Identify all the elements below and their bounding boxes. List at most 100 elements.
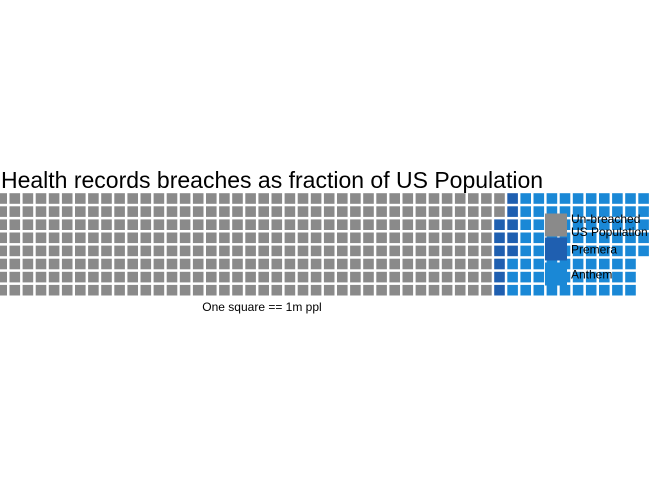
waffle-square — [114, 232, 125, 244]
waffle-square — [481, 271, 492, 283]
waffle-square — [507, 258, 518, 270]
legend-label: Anthem — [571, 267, 612, 281]
waffle-square — [572, 232, 584, 244]
waffle-square — [376, 193, 387, 204]
waffle-square — [114, 206, 125, 217]
waffle-square — [468, 271, 479, 283]
waffle-square — [127, 245, 138, 257]
waffle-square — [363, 232, 374, 244]
waffle-square — [441, 219, 453, 230]
waffle-square — [612, 206, 623, 217]
waffle-square — [271, 258, 283, 270]
waffle-square — [389, 193, 400, 204]
waffle-squares — [0, 193, 649, 296]
waffle-square — [245, 193, 256, 204]
waffle-square — [376, 206, 387, 217]
legend-label: US Population — [571, 225, 648, 239]
waffle-square — [323, 245, 335, 257]
waffle-square — [75, 219, 86, 230]
waffle-square — [22, 284, 34, 296]
legend-item: Anthem — [545, 262, 612, 286]
waffle-square — [61, 271, 73, 283]
waffle-square — [402, 232, 414, 244]
waffle-square — [612, 232, 623, 244]
waffle-square — [127, 219, 138, 230]
waffle-square — [389, 245, 400, 257]
waffle-square — [258, 258, 269, 270]
waffle-square — [494, 271, 505, 283]
waffle-square — [454, 258, 466, 270]
waffle-square — [192, 284, 204, 296]
waffle-square — [323, 193, 335, 204]
waffle-square — [245, 206, 256, 217]
waffle-square — [363, 219, 374, 230]
waffle-square — [61, 245, 73, 257]
waffle-square — [284, 245, 296, 257]
waffle-square — [533, 206, 545, 217]
waffle-square — [245, 245, 256, 257]
waffle-square — [140, 232, 152, 244]
waffle-square — [494, 193, 505, 204]
waffle-square — [284, 284, 296, 296]
waffle-square — [337, 245, 348, 257]
waffle-square — [310, 245, 322, 257]
waffle-square — [140, 219, 152, 230]
waffle-square — [520, 258, 531, 270]
waffle-square — [192, 232, 204, 244]
waffle-square — [454, 219, 466, 230]
waffle-square — [192, 258, 204, 270]
waffle-square — [389, 206, 400, 217]
waffle-square — [468, 245, 479, 257]
waffle-square — [75, 245, 86, 257]
waffle-square — [127, 271, 138, 283]
waffle-square — [48, 245, 60, 257]
waffle-square — [454, 206, 466, 217]
waffle-square — [402, 219, 414, 230]
waffle-square — [337, 206, 348, 217]
waffle-square — [625, 219, 636, 230]
waffle-square — [101, 245, 112, 257]
waffle-square — [599, 206, 610, 217]
waffle-square — [559, 193, 571, 204]
waffle-square — [363, 193, 374, 204]
waffle-square — [166, 284, 178, 296]
waffle-square — [572, 219, 584, 230]
waffle-square — [350, 271, 361, 283]
waffle-square — [219, 271, 230, 283]
waffle-square — [337, 284, 348, 296]
waffle-square — [232, 258, 243, 270]
waffle-square — [402, 245, 414, 257]
waffle-square — [153, 271, 165, 283]
waffle-square — [612, 245, 623, 257]
waffle-square — [585, 271, 597, 283]
waffle-square — [166, 219, 178, 230]
waffle-square — [88, 284, 99, 296]
waffle-square — [323, 219, 335, 230]
waffle-square — [572, 284, 584, 296]
waffle-square — [585, 284, 597, 296]
waffle-square — [481, 284, 492, 296]
waffle-square — [48, 219, 60, 230]
waffle-square — [363, 284, 374, 296]
waffle-square — [520, 245, 531, 257]
waffle-square — [127, 193, 138, 204]
waffle-square — [310, 284, 322, 296]
legend-item: Premera — [545, 237, 617, 261]
waffle-square — [271, 219, 283, 230]
waffle-square — [454, 193, 466, 204]
waffle-square — [402, 258, 414, 270]
legend-key — [545, 237, 567, 261]
waffle-square — [232, 206, 243, 217]
waffle-square — [153, 284, 165, 296]
waffle-square — [61, 206, 73, 217]
waffle-square — [297, 206, 309, 217]
waffle-square — [599, 219, 610, 230]
waffle-square — [494, 284, 505, 296]
waffle-square — [297, 219, 309, 230]
waffle-square — [612, 271, 623, 283]
waffle-square — [468, 232, 479, 244]
waffle-square — [48, 193, 60, 204]
waffle-square — [428, 284, 440, 296]
waffle-square — [323, 206, 335, 217]
